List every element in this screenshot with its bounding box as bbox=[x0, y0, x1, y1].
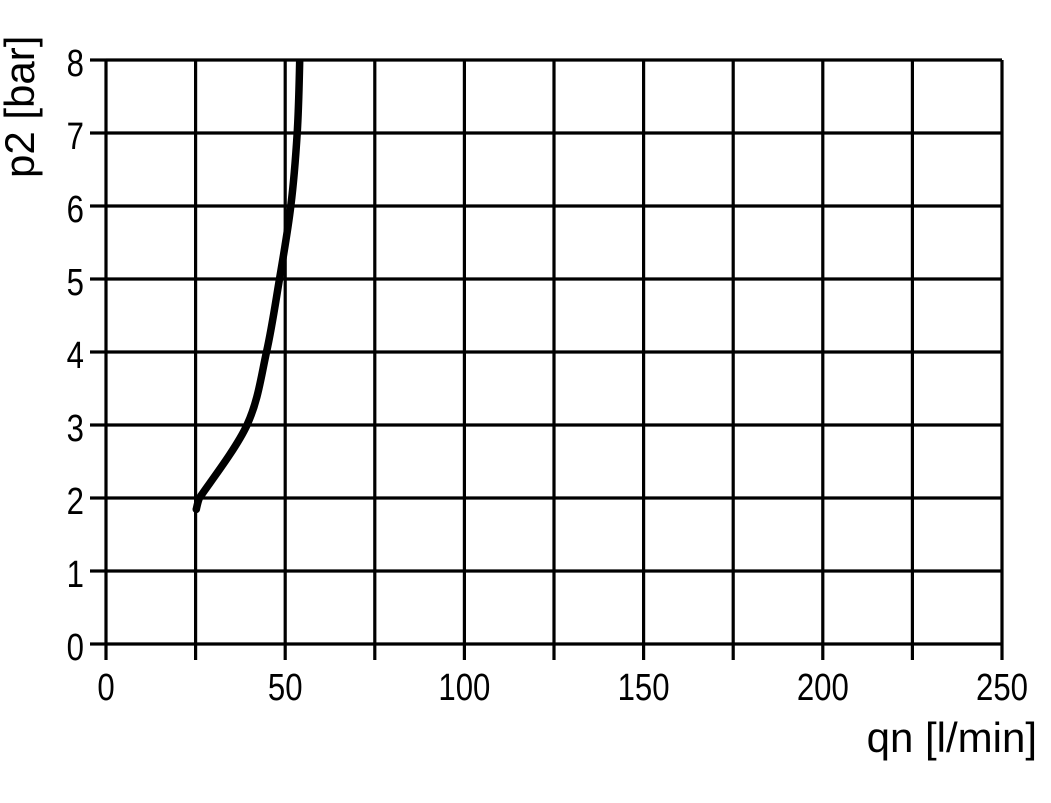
svg-text:0: 0 bbox=[97, 667, 114, 709]
svg-text:8: 8 bbox=[67, 43, 84, 85]
svg-text:4: 4 bbox=[67, 335, 84, 377]
svg-text:100: 100 bbox=[438, 667, 490, 709]
svg-text:7: 7 bbox=[67, 116, 84, 158]
svg-text:250: 250 bbox=[976, 667, 1028, 709]
svg-text:3: 3 bbox=[67, 408, 84, 450]
svg-text:2: 2 bbox=[67, 481, 84, 523]
svg-text:6: 6 bbox=[67, 189, 84, 231]
svg-text:p2 [bar]: p2 [bar] bbox=[0, 36, 43, 178]
svg-text:1: 1 bbox=[67, 554, 84, 596]
svg-text:5: 5 bbox=[67, 262, 84, 304]
svg-text:qn [l/min]: qn [l/min] bbox=[867, 714, 1037, 761]
svg-text:200: 200 bbox=[797, 667, 849, 709]
svg-text:0: 0 bbox=[67, 627, 84, 669]
svg-text:50: 50 bbox=[268, 667, 303, 709]
svg-text:150: 150 bbox=[618, 667, 670, 709]
